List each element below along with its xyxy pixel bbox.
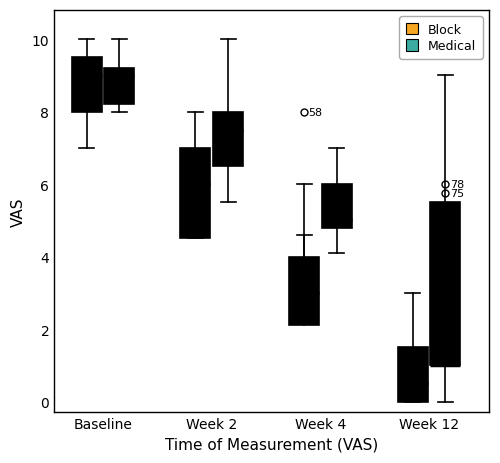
PathPatch shape [322,185,352,228]
PathPatch shape [398,347,428,402]
PathPatch shape [72,58,102,113]
Text: 58: 58 [308,107,322,117]
Text: 75: 75 [450,189,464,199]
Legend: Block, Medical: Block, Medical [400,17,482,59]
PathPatch shape [104,69,134,105]
X-axis label: Time of Measurement (VAS): Time of Measurement (VAS) [165,437,378,452]
Text: 78: 78 [450,180,464,190]
Y-axis label: VAS: VAS [11,197,26,226]
PathPatch shape [289,257,319,326]
PathPatch shape [213,113,243,167]
PathPatch shape [180,149,210,239]
PathPatch shape [430,203,460,366]
